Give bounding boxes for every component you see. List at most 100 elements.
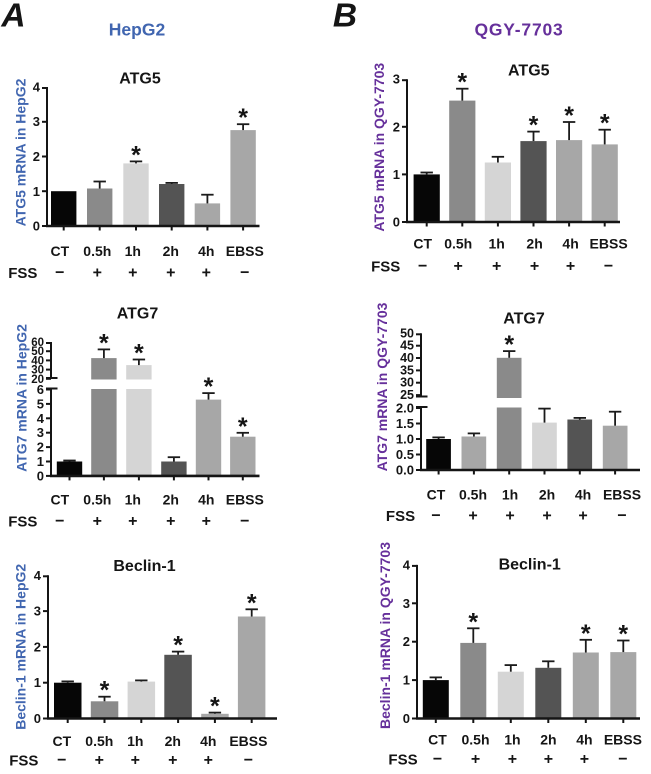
svg-text:CT: CT bbox=[428, 731, 447, 747]
svg-text:−: − bbox=[240, 513, 249, 530]
svg-text:4: 4 bbox=[33, 80, 41, 95]
svg-text:1h: 1h bbox=[504, 731, 520, 747]
svg-text:2: 2 bbox=[34, 639, 41, 654]
svg-text:FSS: FSS bbox=[9, 753, 38, 770]
svg-text:*: * bbox=[581, 620, 591, 648]
svg-text:25: 25 bbox=[400, 388, 414, 402]
svg-text:−: − bbox=[604, 258, 613, 275]
svg-text:1h: 1h bbox=[502, 487, 518, 503]
svg-text:20: 20 bbox=[31, 374, 44, 386]
svg-text:4h: 4h bbox=[562, 236, 578, 252]
svg-text:0: 0 bbox=[393, 215, 400, 230]
svg-text:+: + bbox=[580, 751, 589, 768]
svg-text:−: − bbox=[55, 513, 64, 530]
svg-text:0.5h: 0.5h bbox=[85, 733, 113, 749]
svg-text:+: + bbox=[530, 258, 539, 275]
svg-text:FSS: FSS bbox=[386, 508, 415, 525]
svg-text:+: + bbox=[128, 265, 137, 282]
svg-text:Beclin-1 mRNA in QGY-7703: Beclin-1 mRNA in QGY-7703 bbox=[377, 542, 393, 729]
svg-text:+: + bbox=[492, 258, 501, 275]
svg-text:ATG7 mRNA in HepG2: ATG7 mRNA in HepG2 bbox=[14, 324, 30, 472]
svg-text:*: * bbox=[131, 141, 141, 169]
svg-text:FSS: FSS bbox=[388, 752, 417, 769]
svg-text:0.5h: 0.5h bbox=[83, 491, 111, 507]
svg-text:+: + bbox=[204, 752, 213, 769]
svg-text:+: + bbox=[166, 265, 175, 282]
svg-text:−: − bbox=[55, 265, 64, 282]
svg-text:−: − bbox=[418, 258, 427, 275]
svg-text:B: B bbox=[333, 0, 357, 35]
svg-text:ATG5 mRNA in HepG2: ATG5 mRNA in HepG2 bbox=[13, 78, 29, 226]
svg-text:*: * bbox=[529, 112, 539, 140]
svg-text:EBSS: EBSS bbox=[226, 243, 264, 259]
svg-text:2: 2 bbox=[393, 119, 400, 134]
svg-text:*: * bbox=[468, 608, 478, 636]
svg-text:ATG7: ATG7 bbox=[503, 311, 545, 328]
svg-text:1: 1 bbox=[33, 184, 40, 199]
svg-text:40: 40 bbox=[400, 351, 414, 365]
svg-text:2: 2 bbox=[37, 440, 44, 455]
svg-text:2h: 2h bbox=[539, 487, 555, 503]
svg-text:50: 50 bbox=[31, 346, 44, 358]
svg-text:+: + bbox=[544, 751, 553, 768]
svg-text:35: 35 bbox=[400, 363, 414, 377]
svg-text:6: 6 bbox=[37, 382, 44, 397]
svg-text:1.5: 1.5 bbox=[396, 416, 414, 431]
svg-text:EBSS: EBSS bbox=[590, 236, 628, 252]
svg-text:2h: 2h bbox=[163, 491, 179, 507]
svg-text:4h: 4h bbox=[576, 731, 592, 747]
svg-text:*: * bbox=[99, 329, 109, 357]
svg-text:*: * bbox=[600, 110, 610, 138]
svg-text:4h: 4h bbox=[200, 733, 216, 749]
svg-text:1h: 1h bbox=[125, 243, 141, 259]
svg-text:*: * bbox=[210, 693, 220, 721]
svg-text:1h: 1h bbox=[489, 236, 505, 252]
svg-text:2.0: 2.0 bbox=[396, 401, 414, 416]
svg-text:+: + bbox=[454, 258, 463, 275]
svg-text:EBSS: EBSS bbox=[229, 733, 267, 749]
svg-text:CT: CT bbox=[427, 487, 446, 503]
svg-text:−: − bbox=[431, 507, 440, 524]
svg-text:*: * bbox=[204, 373, 214, 401]
svg-text:QGY-7703: QGY-7703 bbox=[474, 20, 563, 40]
svg-text:5: 5 bbox=[37, 396, 44, 411]
svg-text:+: + bbox=[131, 752, 140, 769]
svg-text:Beclin-1: Beclin-1 bbox=[499, 557, 561, 574]
svg-text:2: 2 bbox=[33, 149, 40, 164]
svg-text:+: + bbox=[508, 751, 517, 768]
svg-text:+: + bbox=[505, 507, 514, 524]
svg-text:ATG5: ATG5 bbox=[119, 71, 161, 88]
svg-text:−: − bbox=[57, 752, 66, 769]
svg-text:+: + bbox=[542, 507, 551, 524]
svg-text:0.5: 0.5 bbox=[396, 447, 414, 462]
svg-text:*: * bbox=[564, 102, 574, 130]
svg-text:FSS: FSS bbox=[8, 514, 37, 531]
svg-text:0: 0 bbox=[403, 711, 410, 726]
svg-text:FSS: FSS bbox=[8, 265, 37, 282]
svg-text:30: 30 bbox=[31, 365, 44, 377]
svg-text:2h: 2h bbox=[540, 731, 556, 747]
svg-text:3: 3 bbox=[34, 604, 41, 619]
svg-text:CT: CT bbox=[50, 243, 69, 259]
svg-text:EBSS: EBSS bbox=[226, 491, 264, 507]
svg-text:*: * bbox=[247, 589, 257, 617]
svg-text:−: − bbox=[617, 507, 626, 524]
svg-text:1.0: 1.0 bbox=[396, 432, 414, 447]
svg-text:ATG5 mRNA in QGY-7703: ATG5 mRNA in QGY-7703 bbox=[371, 63, 387, 232]
svg-text:FSS: FSS bbox=[371, 259, 400, 276]
svg-text:4: 4 bbox=[403, 557, 411, 572]
svg-text:CT: CT bbox=[52, 733, 71, 749]
svg-text:2h: 2h bbox=[163, 243, 179, 259]
svg-text:0: 0 bbox=[34, 711, 41, 726]
svg-text:ATG5: ATG5 bbox=[508, 63, 550, 80]
svg-text:3: 3 bbox=[37, 425, 44, 440]
svg-text:3: 3 bbox=[393, 72, 400, 87]
svg-text:+: + bbox=[93, 265, 102, 282]
svg-text:*: * bbox=[100, 677, 110, 705]
svg-text:0.0: 0.0 bbox=[396, 463, 414, 478]
svg-text:45: 45 bbox=[400, 339, 414, 353]
svg-text:*: * bbox=[457, 69, 467, 97]
svg-text:40: 40 bbox=[31, 355, 44, 367]
svg-text:+: + bbox=[468, 507, 477, 524]
svg-text:1h: 1h bbox=[127, 733, 143, 749]
